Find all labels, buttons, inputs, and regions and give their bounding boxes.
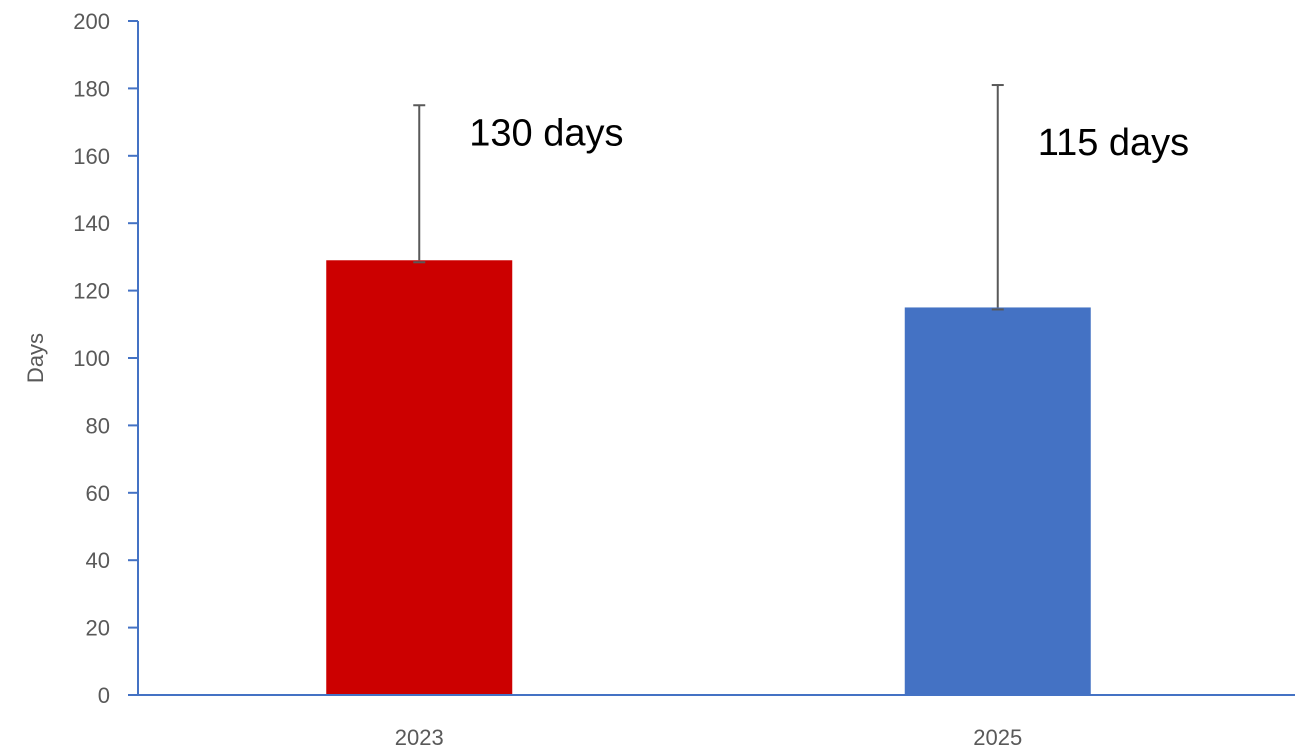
error-bars [413, 84, 1004, 311]
bars [326, 260, 1091, 695]
y-tick-label: 120 [73, 279, 110, 304]
data-label-2025: 115 days [1038, 122, 1189, 164]
data-label-2023: 130 days [469, 112, 623, 154]
x-tick-label: 2025 [973, 725, 1022, 750]
y-tick-label: 80 [86, 413, 110, 438]
y-axis-title: Days [23, 333, 48, 383]
x-tick-label: 2023 [395, 725, 444, 750]
y-tick-label: 20 [86, 616, 110, 641]
y-tick-label: 100 [73, 346, 110, 371]
bar-2025 [904, 307, 1091, 695]
y-tick-label: 160 [73, 144, 110, 169]
y-tick-label: 60 [86, 481, 110, 506]
y-tick-label: 180 [73, 76, 110, 101]
y-tick-label: 0 [98, 683, 110, 708]
y-axis-ticks: 0 20 40 60 80 100 120 140 160 180 200 [73, 9, 138, 708]
y-tick-label: 140 [73, 211, 110, 236]
data-labels: 130 days 115 days [469, 112, 1189, 164]
y-tick-label: 200 [73, 9, 110, 34]
y-tick-label: 40 [86, 548, 110, 573]
x-axis-labels: 2023 2025 [395, 725, 1022, 750]
bar-2023 [326, 260, 513, 695]
